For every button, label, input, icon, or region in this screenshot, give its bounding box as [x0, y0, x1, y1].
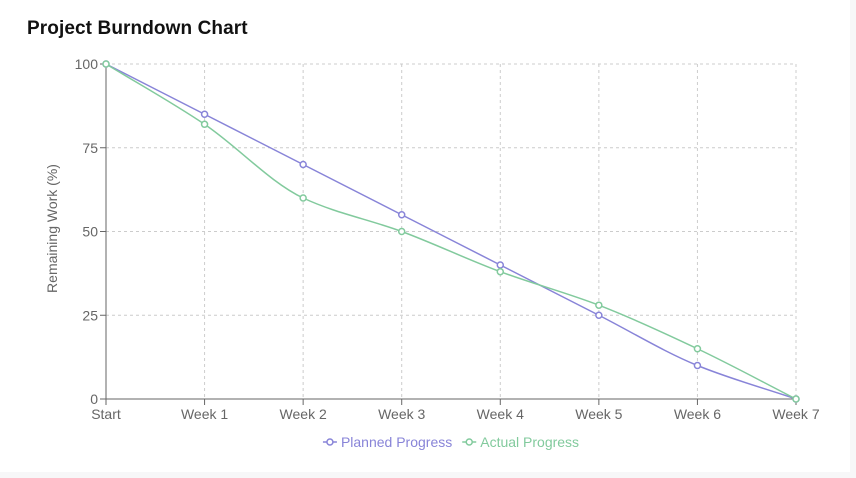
x-tick-label: Week 6	[674, 406, 721, 422]
x-tick-label: Week 1	[181, 406, 228, 422]
data-point-planned-progress[interactable]	[496, 261, 505, 269]
data-point-planned-progress[interactable]	[200, 110, 209, 118]
data-point-planned-progress[interactable]	[693, 361, 702, 370]
y-tick-labels: 0 25 50 75 100	[75, 56, 99, 407]
data-point-actual-progress[interactable]	[496, 267, 505, 276]
data-point-actual-progress[interactable]	[693, 345, 702, 353]
card-edge-right	[850, 0, 856, 478]
legend-dot-icon	[465, 438, 473, 446]
y-tick-label: 25	[82, 307, 98, 323]
x-tick-label: Week 4	[477, 406, 524, 422]
data-point-planned-progress[interactable]	[595, 311, 603, 319]
y-axis-title: Remaining Work (%)	[44, 164, 60, 293]
x-tick-labels: Start Week 1 Week 2 Week 3 Week 4 Week 5 Week …	[91, 406, 820, 422]
data-point-actual-progress[interactable]	[299, 194, 307, 202]
data-point-actual-progress[interactable]	[102, 60, 110, 68]
legend-label: Actual Progress	[480, 434, 579, 450]
series-layer	[102, 60, 800, 403]
y-tick-label: 75	[82, 140, 98, 156]
y-tick-label: 50	[82, 224, 98, 240]
x-tick-label: Week 3	[378, 406, 425, 422]
x-tick-label: Week 5	[575, 406, 622, 422]
x-tick-label: Week 2	[280, 406, 327, 422]
y-tick-label: 0	[90, 391, 98, 407]
legend-item-actual-progress[interactable]: Actual Progress	[462, 434, 579, 450]
data-point-actual-progress[interactable]	[200, 120, 209, 129]
data-point-planned-progress[interactable]	[299, 160, 307, 169]
x-tick-label: Week 7	[772, 406, 819, 422]
grid	[106, 63, 797, 399]
legend-item-planned-progress[interactable]: Planned Progress	[322, 434, 452, 450]
series-line-planned-progress	[105, 63, 797, 400]
data-point-planned-progress[interactable]	[397, 211, 406, 219]
legend-dot-icon	[326, 438, 334, 446]
chart-title: Project Burndown Chart	[27, 18, 248, 39]
data-point-actual-progress[interactable]	[792, 395, 800, 403]
y-tick-label: 100	[75, 56, 99, 72]
series-line-actual-progress	[105, 63, 797, 400]
legend-label: Planned Progress	[341, 434, 452, 450]
data-point-actual-progress[interactable]	[397, 227, 406, 236]
card-edge-bottom	[0, 472, 856, 478]
data-point-actual-progress[interactable]	[595, 301, 603, 309]
x-tick-label: Start	[91, 406, 121, 422]
legend[interactable]: Planned Progress Actual Progress	[322, 434, 579, 450]
